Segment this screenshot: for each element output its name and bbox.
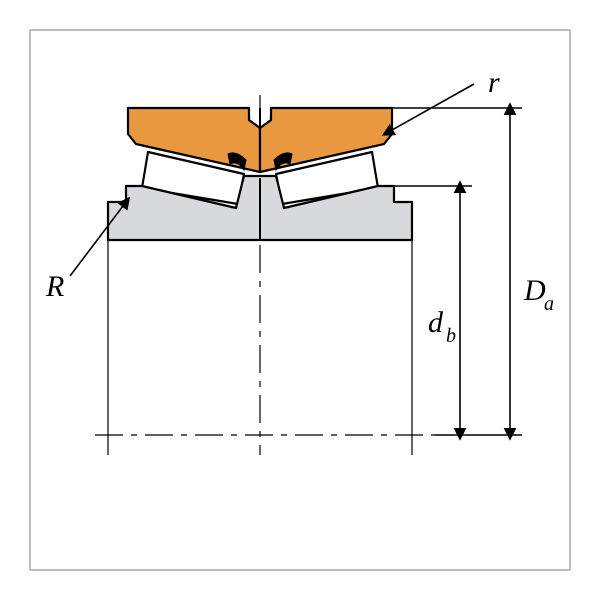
- label-r: r: [488, 66, 500, 99]
- label-db-group: d b: [428, 306, 456, 347]
- leader-r: [392, 84, 474, 130]
- label-Da: D: [523, 274, 546, 307]
- label-Da-sub: a: [544, 293, 554, 315]
- label-Da-group: D a: [523, 274, 554, 315]
- label-db-sub: b: [446, 325, 456, 347]
- label-R: R: [45, 270, 64, 303]
- bearing-cross-section-diagram: r R D a d b: [0, 0, 600, 600]
- label-db: d: [428, 306, 444, 339]
